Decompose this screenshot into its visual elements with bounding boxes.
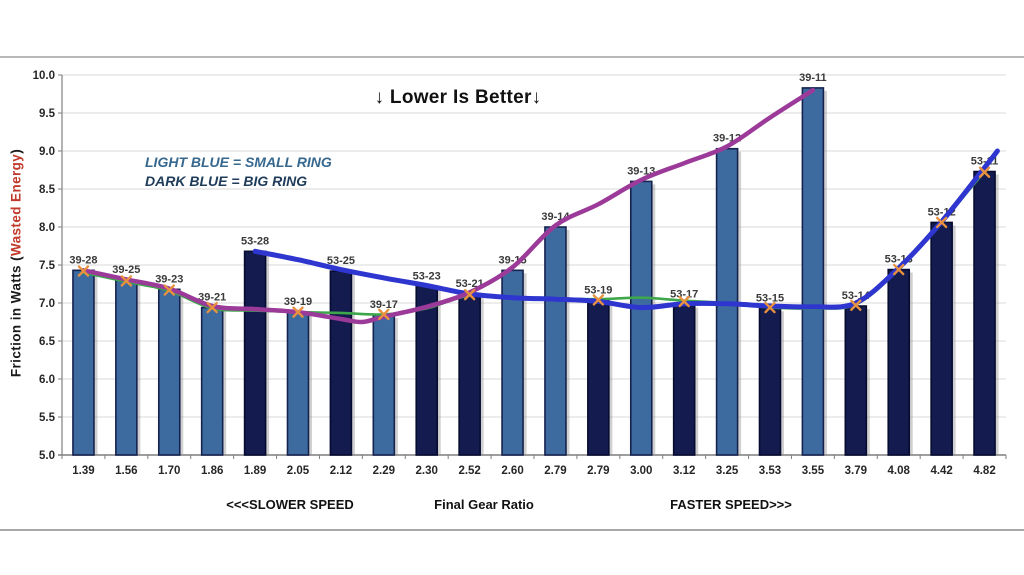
x-tick-label: 4.82 bbox=[973, 465, 995, 477]
x-tick-label: 2.79 bbox=[544, 465, 566, 477]
bar-53-14 bbox=[844, 305, 868, 456]
bar-label-39-19: 39-19 bbox=[284, 296, 312, 308]
bottom-frame-line bbox=[0, 529, 1024, 531]
bar-39-19 bbox=[286, 311, 310, 456]
bars bbox=[72, 87, 996, 456]
bar-39-14 bbox=[544, 226, 567, 456]
bar-53-25 bbox=[329, 270, 353, 456]
x-tick-label: 2.79 bbox=[587, 465, 609, 477]
x-tick-label: 3.53 bbox=[759, 465, 781, 477]
bar-53-28 bbox=[243, 250, 267, 456]
bar-label-53-28: 53-28 bbox=[241, 235, 269, 247]
x-axis-label-final-gear-ratio: Final Gear Ratio bbox=[434, 497, 534, 512]
y-tick-label: 6.5 bbox=[39, 336, 56, 348]
bar-39-17 bbox=[372, 314, 396, 456]
bar-39-25 bbox=[115, 279, 138, 456]
y-tick-label: 10.0 bbox=[33, 70, 55, 82]
bar-53-23 bbox=[415, 285, 439, 456]
y-tick-label: 7.0 bbox=[39, 298, 55, 310]
y-tick-label: 7.5 bbox=[39, 260, 56, 272]
x-zone-slower-speed: <<<SLOWER SPEED bbox=[226, 497, 354, 512]
y-axis-title: Friction in Watts (Wasted Energy) bbox=[9, 149, 24, 377]
top-frame-line bbox=[0, 56, 1024, 58]
x-tick-label: 1.70 bbox=[158, 465, 180, 477]
bar-gear-labels: 39-28 39-25 39-23 39-21 53-28 39-19 53-25 39-17… bbox=[69, 72, 998, 311]
x-tick-label: 2.12 bbox=[330, 465, 352, 477]
bar-39-21 bbox=[200, 306, 224, 456]
x-tick-label: 3.12 bbox=[673, 465, 695, 477]
bar-label-39-23: 39-23 bbox=[155, 273, 183, 285]
y-tick-label: 8.0 bbox=[39, 222, 55, 234]
y-axis-title-wasted-energy: Wasted Energy bbox=[8, 153, 24, 257]
bar-label-53-15: 53-15 bbox=[756, 292, 784, 304]
x-tick-labels: 1.39 1.56 1.70 1.86 1.89 2.05 2.12 2.29 2.30 2.52… bbox=[72, 465, 995, 477]
line-small-ring-trend bbox=[81, 87, 816, 325]
bar-53-21 bbox=[458, 293, 481, 456]
bar-39-23 bbox=[157, 288, 181, 456]
x-tick-label: 2.30 bbox=[416, 465, 438, 477]
bar-label-39-17: 39-17 bbox=[370, 299, 398, 311]
bar-53-19 bbox=[587, 299, 610, 456]
bar-39-15 bbox=[501, 269, 524, 456]
bar-label-53-23: 53-23 bbox=[413, 270, 441, 282]
x-tick-label: 4.42 bbox=[930, 465, 952, 477]
x-tick-label: 3.55 bbox=[802, 465, 825, 477]
bar-39-11 bbox=[801, 87, 825, 456]
x-tick-label: 1.86 bbox=[201, 465, 223, 477]
x-tick-label: 4.08 bbox=[888, 465, 911, 477]
y-tick-label: 5.0 bbox=[39, 450, 55, 462]
bar-label-39-28: 39-28 bbox=[69, 254, 97, 266]
y-tick-label: 8.5 bbox=[39, 184, 56, 196]
y-tick-label: 9.5 bbox=[39, 108, 56, 120]
x-tick-label: 2.05 bbox=[287, 465, 310, 477]
chart-title: ↓ Lower Is Better↓ bbox=[374, 87, 542, 108]
x-tick-label: 3.00 bbox=[630, 465, 652, 477]
chart-legend: LIGHT BLUE = SMALL RING DARK BLUE = BIG … bbox=[145, 153, 332, 191]
x-tick-label: 3.79 bbox=[845, 465, 867, 477]
bar-53-12 bbox=[930, 221, 953, 456]
x-tick-label: 2.52 bbox=[458, 465, 480, 477]
x-zone-faster-speed: FASTER SPEED>>> bbox=[670, 497, 792, 512]
y-tick-label: 6.0 bbox=[39, 374, 55, 386]
bar-53-15 bbox=[758, 307, 782, 456]
bar-label-39-21: 39-21 bbox=[198, 292, 226, 304]
x-tick-label: 2.29 bbox=[373, 465, 395, 477]
y-tick-label: 5.5 bbox=[39, 412, 56, 424]
x-tick-label: 3.25 bbox=[716, 465, 739, 477]
bar-label-39-25: 39-25 bbox=[112, 264, 140, 276]
x-tick-label: 1.39 bbox=[72, 465, 94, 477]
x-tick-label: 2.60 bbox=[501, 465, 523, 477]
shift-point-markers bbox=[77, 166, 991, 321]
bar-53-11 bbox=[973, 170, 996, 456]
bar-label-53-19: 53-19 bbox=[584, 285, 612, 297]
x-tick-label: 1.56 bbox=[115, 465, 137, 477]
y-axis-tick-labels: 10.0 9.5 9.0 8.5 8.0 7.5 7.0 6.5 6.0 5.5 5.0 bbox=[33, 70, 56, 462]
legend-big-ring: DARK BLUE = BIG RING bbox=[145, 173, 308, 189]
y-axis-title-prefix: Friction in Watts ( bbox=[8, 256, 24, 378]
bar-label-53-25: 53-25 bbox=[327, 255, 355, 267]
bar-label-39-11: 39-11 bbox=[799, 72, 827, 84]
x-tick-label: 1.89 bbox=[244, 465, 266, 477]
bar-39-13 bbox=[629, 180, 653, 456]
y-axis-title-suffix: ) bbox=[8, 148, 24, 154]
bar-label-53-17: 53-17 bbox=[670, 289, 698, 301]
bar-39-28 bbox=[72, 269, 95, 456]
y-tick-label: 9.0 bbox=[39, 146, 55, 158]
legend-small-ring: LIGHT BLUE = SMALL RING bbox=[145, 154, 332, 170]
bar-53-17 bbox=[672, 303, 696, 456]
bar-53-13 bbox=[887, 268, 911, 456]
